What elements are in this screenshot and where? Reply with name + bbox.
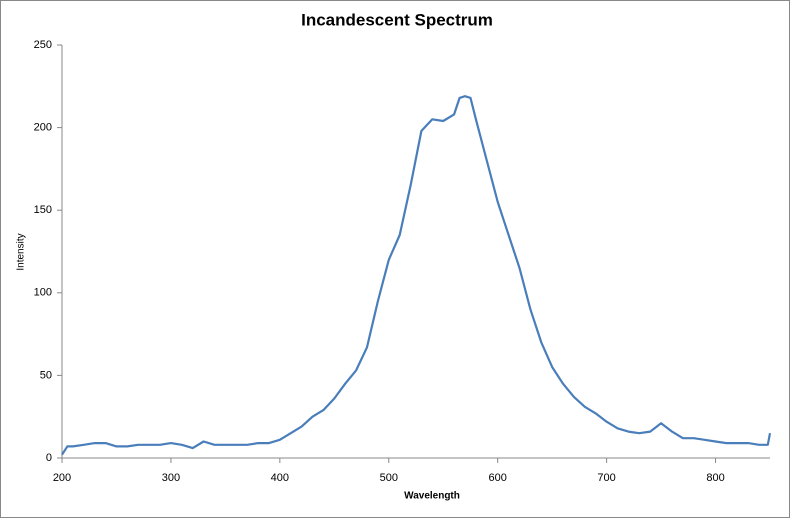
x-tick-label: 600 — [489, 472, 507, 484]
x-tick-label: 500 — [380, 472, 398, 484]
y-tick-label: 100 — [34, 287, 52, 299]
x-tick-label: 700 — [597, 472, 615, 484]
chart-title: Incandescent Spectrum — [301, 10, 493, 29]
y-tick-label: 50 — [40, 369, 52, 381]
x-tick-label: 300 — [162, 472, 180, 484]
y-tick-label: 200 — [34, 122, 52, 134]
data-line — [61, 95, 772, 456]
y-tick-label: 250 — [34, 39, 52, 51]
x-tick-label: 800 — [706, 472, 724, 484]
x-tick-label: 200 — [53, 472, 71, 484]
x-tick-label: 400 — [271, 472, 289, 484]
y-tick-label: 150 — [34, 204, 52, 216]
y-axis-label: Intensity — [16, 233, 27, 270]
y-tick-label: 0 — [46, 452, 52, 464]
x-axis-label: Wavelength — [404, 491, 460, 502]
